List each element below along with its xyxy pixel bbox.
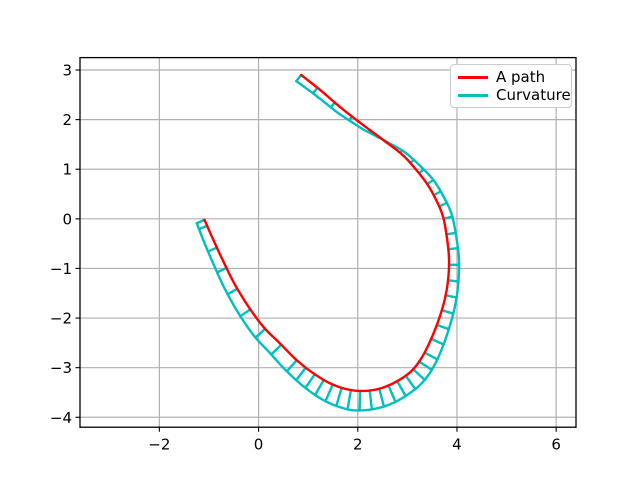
comb-tooth <box>304 373 316 390</box>
comb-tooth <box>447 246 460 251</box>
comb-tooth <box>444 294 458 299</box>
y-tick-label: 0 <box>62 210 72 228</box>
comb-tooth <box>239 308 252 318</box>
legend-item-a-path: A path <box>458 68 565 86</box>
y-tick-label: −1 <box>50 260 72 278</box>
path-series-line <box>203 73 451 393</box>
legend-item-curvature: Curvature <box>458 86 571 104</box>
y-tick-label: 2 <box>62 111 72 129</box>
y-tick-label: 3 <box>62 62 72 80</box>
comb-tooth <box>335 386 343 408</box>
comb-tooth <box>254 327 267 339</box>
comb-envelope <box>195 79 461 412</box>
x-tick-label: 2 <box>353 436 363 454</box>
comb-tooth <box>412 368 426 382</box>
comb-tooth <box>429 337 445 346</box>
plot-area <box>80 57 576 428</box>
comb-tooth <box>346 388 353 411</box>
legend-label-a-path: A path <box>496 68 546 86</box>
comb-tooth <box>358 389 362 412</box>
legend: A path Curvature <box>450 64 572 108</box>
comb-tooth <box>378 387 386 408</box>
comb-tooth <box>426 178 435 186</box>
x-tick-label: −2 <box>148 436 170 454</box>
comb-tooth <box>215 266 228 274</box>
comb-tooth <box>195 218 206 225</box>
series-layer <box>195 73 461 412</box>
comb-tooth <box>387 384 397 404</box>
comb-tooth <box>445 231 457 236</box>
y-tick-label: −4 <box>50 409 72 427</box>
comb-tooth <box>294 366 307 382</box>
comb-tooth <box>270 343 283 356</box>
comb-tooth <box>423 351 439 361</box>
comb-tooth <box>440 308 455 315</box>
comb-tooth <box>437 201 449 208</box>
comb-tooth <box>295 73 303 83</box>
comb-tooth <box>404 374 417 391</box>
comb-tooth <box>446 279 460 283</box>
curvature-comb <box>195 73 461 412</box>
y-tick-label: −2 <box>50 310 72 328</box>
comb-tooth <box>226 287 239 296</box>
legend-label-curvature: Curvature <box>496 86 571 104</box>
comb-tooth <box>432 190 442 197</box>
comb-tooth <box>396 379 407 398</box>
comb-tooth <box>206 246 219 253</box>
comb-tooth <box>313 378 325 397</box>
ticks <box>75 69 557 432</box>
comb-tooth <box>435 323 450 331</box>
comb-tooth <box>197 224 209 231</box>
legend-line-sample-a-path <box>458 75 488 79</box>
comb-tooth <box>442 215 454 221</box>
comb-tooth <box>418 360 433 372</box>
x-tick-label: 6 <box>551 436 561 454</box>
comb-tooth <box>368 389 374 411</box>
x-tick-label: 4 <box>452 436 462 454</box>
y-tick-label: −3 <box>50 359 72 377</box>
axes-spines <box>79 56 577 428</box>
comb-tooth <box>285 359 298 373</box>
comb-tooth <box>324 383 334 403</box>
y-tick-label: 1 <box>62 161 72 179</box>
x-tick-label: 0 <box>254 436 264 454</box>
grid <box>80 57 576 428</box>
legend-line-sample-curvature <box>458 93 488 97</box>
